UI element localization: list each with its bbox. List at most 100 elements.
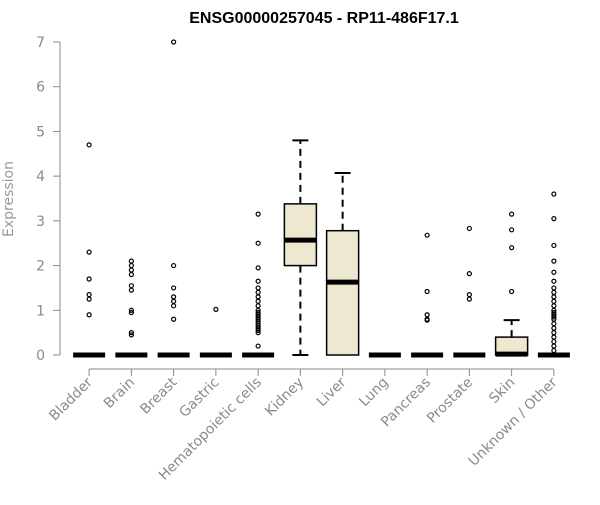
outlier-point [128,271,134,278]
outlier-point [424,232,430,238]
outlier-point [128,258,134,264]
box-prostate [453,225,486,358]
outlier-point [255,294,261,300]
outlier-point [128,307,134,313]
box-breast [157,39,190,358]
x-tick-label: Brain [101,375,138,412]
outlier-point [128,267,134,273]
outlier-point [551,298,557,304]
x-tick-label: Breast [137,374,181,418]
outlier-point [86,292,92,298]
outlier-point [466,271,472,277]
outlier-point [509,245,515,251]
x-tick-label: Prostate [424,375,476,427]
outlier-point [255,327,261,334]
x-tick-label: Skin [486,375,518,407]
box [325,229,360,356]
outlier-point [86,276,92,282]
y-axis-label: Expression [1,161,17,237]
outlier-point [551,258,557,264]
outlier-point [551,269,557,275]
outlier-point [551,289,557,295]
x-tick-label: Kidney [262,375,307,420]
outlier-point [551,347,557,354]
x-tick-label: Bladder [46,374,96,424]
outlier-point [128,262,134,269]
outlier-point [551,216,557,222]
y-axis: 0 1 2 3 4 5 6 7 [36,35,61,364]
outlier-point [424,317,430,323]
box-hematopoietic-cells [242,211,275,358]
outlier-point [551,285,557,291]
outlier-point [551,338,557,345]
outlier-point [171,39,177,45]
outlier-point [424,312,430,318]
chart-title: ENSG00000257045 - RP11-486F17.1 [189,10,459,27]
box-kidney [283,139,318,356]
box-liver [325,172,360,356]
box-pancreas [411,232,444,358]
outlier-point [171,294,177,300]
outlier-point [255,285,261,291]
outlier-point [551,191,557,197]
box [283,203,318,267]
y-tick-label: 0 [36,348,45,364]
outlier-point [466,292,472,298]
outlier-point [128,283,134,289]
x-tick-label: Lung [356,375,391,410]
box-brain [115,258,148,358]
outlier-point [171,262,177,269]
outlier-point [551,334,557,340]
y-tick-label: 4 [36,169,45,185]
box-series [73,39,570,358]
outlier-point [509,227,515,233]
outlier-point [551,330,557,336]
outlier-point [551,325,557,331]
box-bladder [73,142,106,358]
outlier-point [128,309,134,316]
outlier-point [128,330,134,336]
outlier-point [255,240,261,246]
y-tick-label: 6 [36,80,45,96]
outlier-point [551,314,557,320]
outlier-point [86,312,92,318]
outlier-point [255,265,261,271]
y-tick-label: 5 [36,124,45,140]
y-tick-label: 7 [36,35,45,51]
outlier-point [255,303,261,309]
outlier-point [551,294,557,300]
outlier-point [466,225,472,232]
outlier-point [86,249,92,255]
outlier-point [255,298,261,304]
outlier-point [171,285,177,291]
outlier-point [509,211,515,217]
outlier-point [509,288,515,295]
outlier-point [551,321,557,327]
box-skin [494,211,529,357]
outlier-point [551,242,557,249]
outlier-point [128,332,134,338]
outlier-point [255,330,261,336]
y-tick-label: 2 [36,259,45,275]
outlier-point [424,288,430,295]
outlier-point [213,306,219,312]
outlier-point [255,278,261,284]
outlier-point [255,289,261,295]
outlier-point [255,343,261,349]
box-gastric [199,306,232,358]
outlier-point [551,343,557,349]
y-tick-label: 1 [36,303,45,319]
outlier-point [86,142,92,148]
y-tick-label: 3 [36,214,45,230]
outlier-point [86,296,92,302]
outlier-point [171,316,177,322]
outlier-point [171,298,177,304]
box-unknown-other [537,191,570,358]
outlier-point [466,296,472,302]
outlier-point [255,211,261,217]
outlier-point [171,303,177,309]
x-tick-label: Liver [314,374,350,410]
